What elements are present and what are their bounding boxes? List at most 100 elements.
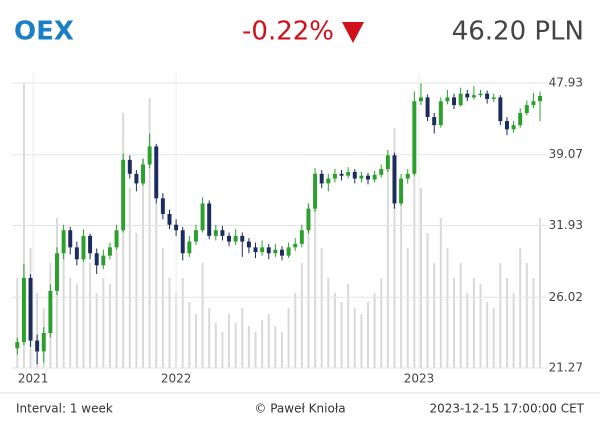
volume-bar xyxy=(353,308,356,368)
candle-body xyxy=(339,173,344,176)
volume-bar xyxy=(499,263,502,368)
candle-body xyxy=(101,255,106,266)
x-tick-label: 2022 xyxy=(161,372,192,386)
x-tick-label: 2021 xyxy=(18,372,49,386)
candle-body xyxy=(518,113,523,126)
candle-body xyxy=(425,97,430,118)
volume-bar xyxy=(413,113,416,368)
y-tick-label: 21.27 xyxy=(549,361,583,375)
candle-body xyxy=(233,235,238,242)
candle-body xyxy=(180,230,185,254)
volume-bar xyxy=(287,308,290,368)
candle-body xyxy=(134,173,139,184)
candle-body xyxy=(141,164,146,184)
candle-body xyxy=(478,93,483,96)
candle-body xyxy=(147,146,152,165)
candle-body xyxy=(160,198,165,214)
volume-bar xyxy=(89,263,92,368)
volume-bar xyxy=(472,278,475,368)
candle-body xyxy=(107,247,112,256)
volume-bar xyxy=(148,98,151,368)
candle-body xyxy=(193,230,198,242)
y-tick-label: 26.02 xyxy=(549,290,583,304)
volume-bar xyxy=(36,293,39,368)
volume-bar xyxy=(486,302,489,368)
candle-body xyxy=(385,155,390,170)
candle-body xyxy=(21,277,26,343)
candle-body xyxy=(485,93,490,99)
candle-body xyxy=(207,203,212,236)
volume-bar xyxy=(426,233,429,368)
volume-bar xyxy=(333,293,336,368)
candle-body xyxy=(15,342,20,349)
volume-bar xyxy=(327,278,330,368)
candle-body xyxy=(28,277,33,341)
volume-bar xyxy=(380,278,383,368)
footer-author: © Paweł Knioła xyxy=(254,402,345,416)
volume-bar xyxy=(307,203,310,368)
volume-bar xyxy=(419,188,422,368)
volume-bar xyxy=(254,332,257,368)
volume-bar xyxy=(539,218,542,368)
volume-bar xyxy=(446,248,449,368)
candle-body xyxy=(227,235,232,242)
volume-bar xyxy=(69,278,72,368)
volume-bar xyxy=(161,248,164,368)
candle-body xyxy=(68,230,73,248)
candle-body xyxy=(280,249,284,256)
candle-body xyxy=(346,171,351,176)
candle-body xyxy=(260,247,265,253)
candle-body xyxy=(220,230,225,236)
candle-body xyxy=(293,243,298,248)
candle-body xyxy=(465,93,470,98)
volume-bar xyxy=(466,293,469,368)
volume-bar xyxy=(267,314,270,368)
volume-bar xyxy=(228,314,231,368)
candle-body xyxy=(35,340,40,352)
candle-body xyxy=(326,178,331,184)
volume-bar xyxy=(75,284,78,368)
volume-bar xyxy=(360,314,363,368)
volume-bar xyxy=(221,332,224,368)
candle-body xyxy=(445,97,450,102)
candle-body xyxy=(127,159,132,174)
candle-body xyxy=(240,235,245,242)
candle-body xyxy=(48,290,53,334)
volume-bar xyxy=(300,263,303,368)
candle-body xyxy=(366,175,370,180)
volume-bar xyxy=(439,218,442,368)
candle-body xyxy=(491,97,496,99)
candle-body xyxy=(246,241,251,248)
volume-bar xyxy=(102,278,105,368)
volume-bar xyxy=(261,320,264,368)
volume-bar xyxy=(294,293,297,368)
candle-body xyxy=(167,213,172,225)
candle-body xyxy=(200,203,205,231)
volume-bar xyxy=(108,284,111,368)
volume-bar xyxy=(234,323,237,368)
candle-body xyxy=(332,173,337,179)
candle-body xyxy=(432,117,437,126)
volume-bar xyxy=(320,248,323,368)
candle-body xyxy=(187,241,192,254)
candle-body xyxy=(121,159,126,231)
candle-body xyxy=(438,101,443,126)
volume-bar xyxy=(155,203,158,368)
candle-body xyxy=(412,101,417,174)
volume-bar xyxy=(274,326,277,368)
volume-bar xyxy=(406,248,409,368)
volume-bar xyxy=(188,302,191,368)
volume-bar xyxy=(135,233,138,368)
candle-body xyxy=(418,97,423,102)
volume-bar xyxy=(181,278,184,368)
volume-bar xyxy=(386,158,389,368)
volume-bar xyxy=(16,278,19,368)
x-tick-label: 2023 xyxy=(404,372,435,386)
y-tick-label: 31.93 xyxy=(549,218,583,232)
volume-bar xyxy=(367,302,370,368)
volume-bar xyxy=(201,263,204,368)
volume-bar xyxy=(95,293,98,368)
volume-bar xyxy=(314,188,317,368)
candle-body xyxy=(213,230,218,236)
